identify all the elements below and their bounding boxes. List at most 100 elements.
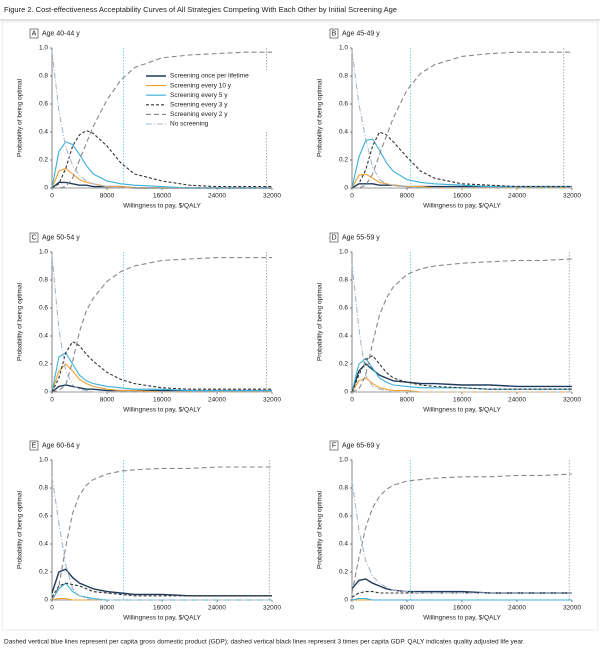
y-tick-label: 0.8 xyxy=(39,485,48,492)
y-tick-label: 0.4 xyxy=(39,129,48,136)
series-line xyxy=(51,141,272,189)
panel-label-box xyxy=(329,28,339,39)
y-tick-label: 1.0 xyxy=(339,45,348,52)
y-axis-label: Probability of being optimal xyxy=(17,78,24,157)
legend-label: Screening every 2 y xyxy=(170,111,228,118)
x-tick-label: 16000 xyxy=(453,605,471,612)
y-tick-label: 0 xyxy=(344,389,348,396)
panel-label: D xyxy=(331,235,336,242)
x-tick-label: 32000 xyxy=(263,605,281,612)
series-line xyxy=(51,352,272,393)
series-line xyxy=(51,466,272,601)
x-tick-label: 8000 xyxy=(100,605,115,612)
x-axis-label: Willingness to pay, $/QALY xyxy=(123,407,201,414)
legend-label: No screening xyxy=(170,121,209,128)
y-tick-label: 0.6 xyxy=(39,513,48,520)
y-tick-label: 0.2 xyxy=(39,569,48,576)
y-tick-label: 0 xyxy=(344,185,348,192)
y-tick-label: 0.6 xyxy=(39,101,48,108)
y-axis-label: Probability of being optimal xyxy=(317,282,324,361)
series-line xyxy=(51,582,272,601)
y-axis-label: Probability of being optimal xyxy=(17,490,24,569)
y-tick-label: 0.8 xyxy=(39,73,48,80)
x-tick-label: 0 xyxy=(50,605,54,612)
x-tick-label: 24000 xyxy=(508,193,526,200)
x-axis-label: Willingness to pay, $/QALY xyxy=(123,203,201,210)
y-tick-label: 0 xyxy=(44,185,48,192)
frame xyxy=(1,21,599,631)
y-tick-label: 0 xyxy=(44,389,48,396)
x-tick-label: 8000 xyxy=(400,397,415,404)
x-tick-label: 0 xyxy=(350,605,354,612)
x-tick-label: 8000 xyxy=(100,193,115,200)
series-line xyxy=(352,51,572,189)
y-axis-label: Probability of being optimal xyxy=(317,78,324,157)
x-tick-label: 24000 xyxy=(508,605,526,612)
x-tick-label: 0 xyxy=(50,397,54,404)
panel-label: C xyxy=(31,235,36,242)
x-tick-label: 0 xyxy=(350,397,354,404)
panel-label-box xyxy=(329,440,339,451)
series-line xyxy=(351,258,573,393)
y-tick-label: 0 xyxy=(44,597,48,604)
panel-title: Age 50-54 y xyxy=(42,235,80,242)
x-tick-label: 16000 xyxy=(453,397,471,404)
x-tick-label: 32000 xyxy=(263,397,281,404)
x-tick-label: 8000 xyxy=(400,605,415,612)
y-tick-label: 0.2 xyxy=(339,569,348,576)
series-line xyxy=(351,131,572,189)
x-tick-label: 32000 xyxy=(563,605,581,612)
x-tick-label: 8000 xyxy=(100,397,115,404)
panel-label-box xyxy=(29,440,39,451)
y-tick-label: 1.0 xyxy=(339,249,348,256)
y-tick-label: 1.0 xyxy=(39,45,48,52)
y-tick-label: 0.8 xyxy=(339,485,348,492)
x-axis-label: Willingness to pay, $/QALY xyxy=(423,615,501,622)
x-tick-label: 16000 xyxy=(453,193,471,200)
footnote: Dashed vertical blue lines represent per… xyxy=(4,639,525,646)
y-tick-label: 0 xyxy=(344,597,348,604)
series-line xyxy=(51,50,272,189)
x-tick-label: 24000 xyxy=(208,193,226,200)
x-tick-label: 16000 xyxy=(153,193,171,200)
legend-label: Screening every 3 y xyxy=(170,102,228,109)
series-line xyxy=(51,340,272,393)
y-axis-label: Probability of being optimal xyxy=(17,282,24,361)
y-tick-label: 0.8 xyxy=(339,277,348,284)
y-tick-label: 1.0 xyxy=(39,457,48,464)
x-tick-label: 32000 xyxy=(563,397,581,404)
y-tick-label: 0.6 xyxy=(339,101,348,108)
panel-title: Age 55-59 y xyxy=(342,235,380,242)
y-tick-label: 0.8 xyxy=(339,73,348,80)
legend-label: Screening every 10 y xyxy=(170,82,232,89)
y-tick-label: 0.4 xyxy=(39,541,48,548)
x-tick-label: 24000 xyxy=(508,397,526,404)
x-tick-label: 0 xyxy=(350,193,354,200)
panel-title: Age 65-69 y xyxy=(342,443,380,450)
legend-label: Screening once per lifetime xyxy=(170,73,249,80)
x-tick-label: 24000 xyxy=(208,397,226,404)
y-tick-label: 0.6 xyxy=(339,513,348,520)
legend-box xyxy=(142,70,268,132)
y-tick-label: 0.4 xyxy=(339,129,348,136)
panel-label-box xyxy=(29,28,39,39)
y-tick-label: 0.4 xyxy=(39,333,48,340)
panel-label: F xyxy=(332,443,336,450)
panel-title: Age 60-64 y xyxy=(42,443,80,450)
series-line xyxy=(351,354,572,393)
x-tick-label: 24000 xyxy=(208,605,226,612)
y-tick-label: 0.6 xyxy=(39,305,48,312)
legend-label: Screening every 5 y xyxy=(170,92,228,99)
y-tick-label: 1.0 xyxy=(339,457,348,464)
series-line xyxy=(51,257,272,393)
series-line xyxy=(351,473,573,594)
series-line xyxy=(351,480,572,594)
y-tick-label: 0.4 xyxy=(339,333,348,340)
x-axis-label: Willingness to pay, $/QALY xyxy=(423,203,501,210)
series-line xyxy=(351,173,572,189)
x-axis-label: Willingness to pay, $/QALY xyxy=(423,407,501,414)
series-line xyxy=(51,254,272,393)
series-line xyxy=(51,129,272,189)
y-tick-label: 0.4 xyxy=(339,541,348,548)
